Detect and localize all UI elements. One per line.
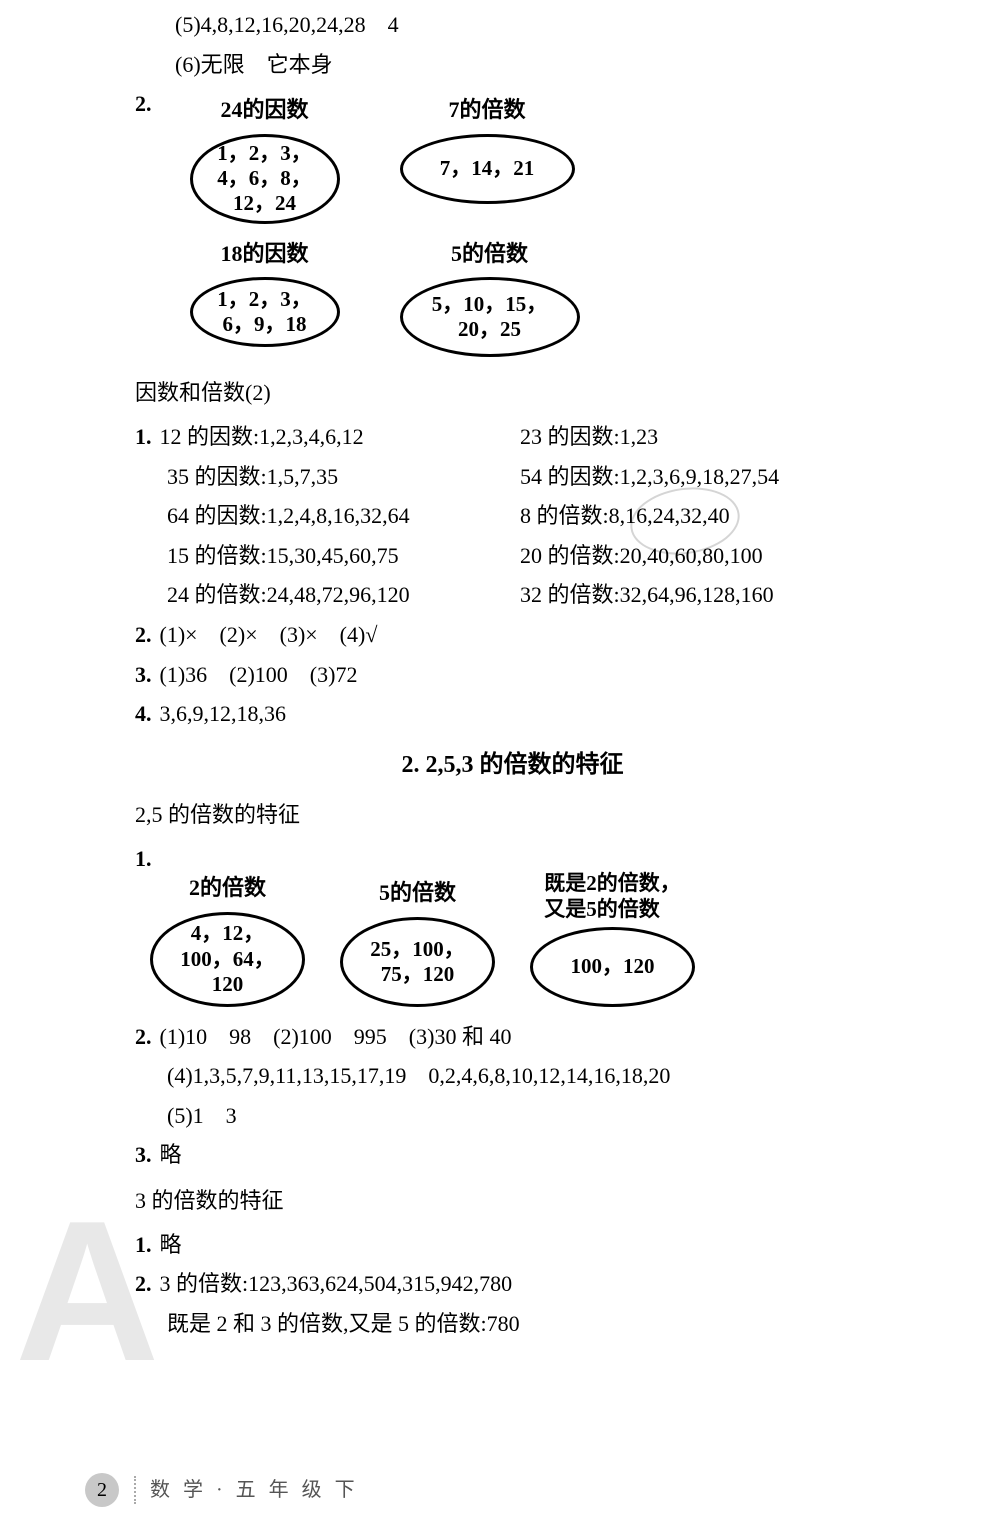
factor-row: 64 的因数:1,2,4,8,16,32,648 的倍数:8,16,24,32,… [135, 496, 940, 536]
factors-q4: 4. 3,6,9,12,18,36 [85, 694, 940, 734]
mul-q2-line2: (4)1,3,5,7,9,11,13,15,17,19 0,2,4,6,8,10… [135, 1056, 940, 1096]
oval-title: 24的因数 [220, 90, 308, 130]
subsection-factors-2: 因数和倍数(2) [85, 373, 940, 413]
factor-left: 35 的因数:1,5,7,35 [135, 457, 520, 497]
t3-q2-label: 2. [135, 1271, 152, 1296]
factors-q1: 1.12 的因数:1,2,3,4,6,1223 的因数:1,2335 的因数:1… [85, 417, 940, 615]
t3-q1-text: 略 [160, 1232, 182, 1257]
mul-q2-line3: (5)1 3 [135, 1096, 940, 1136]
factor-left: 15 的倍数:15,30,45,60,75 [135, 536, 520, 576]
factor-left: 64 的因数:1,2,4,8,16,32,64 [135, 496, 520, 536]
factor-right: 32 的倍数:32,64,96,128,160 [520, 575, 940, 615]
factor-row: 15 的倍数:15,30,45,60,7520 的倍数:20,40,60,80,… [135, 536, 940, 576]
ovals-row-1: 24的因数1，2，3， 4，6，8， 12，24 7的倍数7，14，21 [190, 90, 941, 224]
oval-shape: 1，2，3， 4，6，8， 12，24 [190, 134, 340, 224]
fac-q3-text: (1)36 (2)100 (3)72 [160, 662, 358, 687]
mul-q2-line1: (1)10 98 (2)100 995 (3)30 和 40 [160, 1024, 512, 1049]
mul-q3-label: 3. [135, 1142, 152, 1167]
multiples-q3: 3. 略 [85, 1135, 940, 1175]
multiples-q1: 1. 2的倍数4，12， 100，64， 120 5的倍数25，100， 75，1… [85, 839, 940, 1007]
ovals-row-3: 2的倍数4，12， 100，64， 120 5的倍数25，100， 75，120 既… [150, 868, 940, 1007]
page-number: 2 [85, 1473, 119, 1507]
oval-block: 24的因数1，2，3， 4，6，8， 12，24 [190, 90, 340, 224]
subsection-3: 3 的倍数的特征 [85, 1181, 940, 1221]
factor-row: 35 的因数:1,5,7,3554 的因数:1,2,3,6,9,18,27,54 [135, 457, 940, 497]
factor-row: 1.12 的因数:1,2,3,4,6,1223 的因数:1,23 [135, 417, 940, 457]
fac-q2-label: 2. [135, 622, 152, 647]
oval-shape: 100，120 [530, 927, 695, 1007]
three-q2: 2. 3 的倍数:123,363,624,504,315,942,780 既是 2… [85, 1264, 940, 1343]
oval-shape: 25，100， 75，120 [340, 917, 495, 1007]
oval-block: 5的倍数25，100， 75，120 [340, 873, 495, 1007]
multiples-q2: 2. (1)10 98 (2)100 995 (3)30 和 40 (4)1,3,… [85, 1017, 940, 1136]
factor-right: 23 的因数:1,23 [520, 417, 940, 457]
subsection-25: 2,5 的倍数的特征 [85, 795, 940, 835]
fac-q4-label: 4. [135, 701, 152, 726]
oval-block: 18的因数1，2，3， 6，9，18 [190, 234, 340, 358]
oval-shape: 1，2，3， 6，9，18 [190, 277, 340, 347]
t3-q2-line2: 既是 2 和 3 的倍数,又是 5 的倍数:780 [135, 1304, 940, 1344]
fac-q1-label: 1. [135, 424, 152, 449]
q2-label: 2. [135, 84, 152, 367]
factor-right: 54 的因数:1,2,3,6,9,18,27,54 [520, 457, 940, 497]
top-line-5: (5)4,8,12,16,20,24,28 4 [85, 5, 940, 45]
t3-q1-label: 1. [135, 1232, 152, 1257]
oval-title: 5的倍数 [451, 234, 528, 274]
oval-block: 7的倍数7，14，21 [400, 90, 575, 224]
oval-block: 5的倍数5，10，15， 20，25 [400, 234, 580, 358]
factors-q2: 2. (1)× (2)× (3)× (4)√ [85, 615, 940, 655]
top-line-6: (6)无限 它本身 [85, 45, 940, 85]
oval-title: 既是2的倍数， 又是5的倍数 [544, 870, 681, 923]
oval-shape: 4，12， 100，64， 120 [150, 912, 305, 1007]
question-2: 2. 24的因数1，2，3， 4，6，8， 12，24 7的倍数7，14，21 1… [85, 84, 940, 367]
page-footer: 2 数 学 · 五 年 级 下 [85, 1473, 359, 1507]
fac-q2-text: (1)× (2)× (3)× (4)√ [160, 622, 378, 647]
ovals-row-2: 18的因数1，2，3， 6，9，18 5的倍数5，10，15， 20，25 [190, 234, 941, 358]
factor-left: 24 的倍数:24,48,72,96,120 [135, 575, 520, 615]
factor-left: 1.12 的因数:1,2,3,4,6,12 [135, 417, 520, 457]
t3-q2-line1: 3 的倍数:123,363,624,504,315,942,780 [160, 1271, 513, 1296]
fac-q3-label: 3. [135, 662, 152, 687]
oval-title: 18的因数 [220, 234, 308, 274]
footer-text: 数 学 · 五 年 级 下 [134, 1476, 359, 1504]
factor-right: 8 的倍数:8,16,24,32,40 [520, 496, 940, 536]
mul-q3-text: 略 [160, 1142, 182, 1167]
oval-shape: 7，14，21 [400, 134, 575, 204]
three-q1: 1. 略 [85, 1225, 940, 1265]
oval-title: 5的倍数 [379, 873, 456, 913]
oval-title: 7的倍数 [448, 90, 525, 130]
factor-row: 24 的倍数:24,48,72,96,12032 的倍数:32,64,96,12… [135, 575, 940, 615]
oval-block: 既是2的倍数， 又是5的倍数100，120 [530, 870, 695, 1007]
mul-q2-label: 2. [135, 1024, 152, 1049]
oval-shape: 5，10，15， 20，25 [400, 277, 580, 357]
fac-q4-text: 3,6,9,12,18,36 [160, 701, 287, 726]
oval-block: 2的倍数4，12， 100，64， 120 [150, 868, 305, 1007]
mul-q1-label: 1. [135, 846, 152, 871]
section-2-title: 2. 2,5,3 的倍数的特征 [85, 744, 940, 787]
oval-title: 2的倍数 [189, 868, 266, 908]
factors-q3: 3. (1)36 (2)100 (3)72 [85, 655, 940, 695]
factor-right: 20 的倍数:20,40,60,80,100 [520, 536, 940, 576]
